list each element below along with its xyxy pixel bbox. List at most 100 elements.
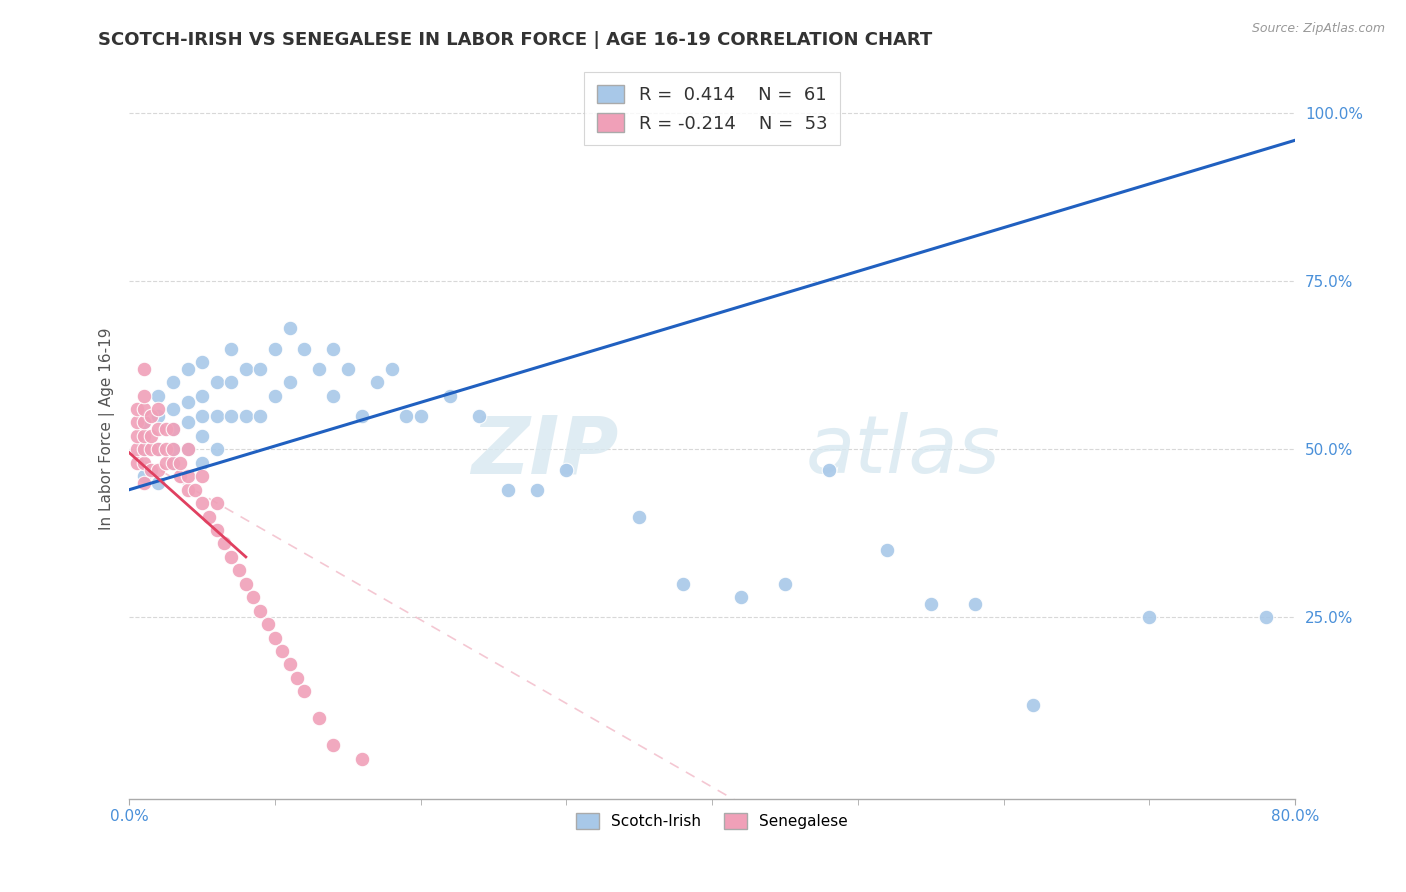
Point [139,409,162,423]
Point [132,456,155,470]
Point [132,416,155,430]
Point [162,402,184,417]
Point [235,409,257,423]
Point [132,361,155,376]
Point [285,671,308,685]
Point [249,361,271,376]
Y-axis label: In Labor Force | Age 16-19: In Labor Force | Age 16-19 [100,328,115,531]
Point [271,644,294,658]
Point [176,442,198,457]
Point [191,355,214,369]
Point [125,402,148,417]
Text: atlas: atlas [806,412,1000,491]
Point [132,429,155,443]
Point [162,422,184,436]
Point [235,361,257,376]
Point [264,342,287,356]
Point [242,591,264,605]
Point [176,469,198,483]
Point [264,389,287,403]
Point [148,389,170,403]
Point [169,469,191,483]
Point [155,442,177,457]
Point [1254,610,1277,624]
Point [205,523,228,537]
Point [219,549,242,564]
Point [176,361,198,376]
Point [148,442,170,457]
Point [205,409,228,423]
Point [191,496,214,510]
Point [139,429,162,443]
Point [876,543,898,558]
Point [162,422,184,436]
Point [1139,610,1161,624]
Point [125,456,148,470]
Point [162,456,184,470]
Point [155,422,177,436]
Point [817,462,839,476]
Point [191,389,214,403]
Legend: Scotch-Irish, Senegalese: Scotch-Irish, Senegalese [569,807,855,836]
Point [162,456,184,470]
Point [322,389,344,403]
Point [672,576,695,591]
Point [176,483,198,497]
Point [155,456,177,470]
Point [322,342,344,356]
Text: ZIP: ZIP [471,412,619,491]
Point [352,751,374,765]
Point [198,509,221,524]
Point [169,456,191,470]
Point [132,475,155,490]
Point [162,442,184,457]
Point [148,442,170,457]
Point [292,342,315,356]
Point [468,409,491,423]
Text: Source: ZipAtlas.com: Source: ZipAtlas.com [1251,22,1385,36]
Point [205,375,228,389]
Point [162,375,184,389]
Point [409,409,432,423]
Point [148,462,170,476]
Point [219,342,242,356]
Point [773,576,796,591]
Point [191,469,214,483]
Point [292,684,315,698]
Point [278,321,301,335]
Point [308,711,330,725]
Point [920,597,942,611]
Point [125,442,148,457]
Point [235,576,257,591]
Point [205,442,228,457]
Point [278,375,301,389]
Point [395,409,418,423]
Text: SCOTCH-IRISH VS SENEGALESE IN LABOR FORCE | AGE 16-19 CORRELATION CHART: SCOTCH-IRISH VS SENEGALESE IN LABOR FORC… [98,31,932,49]
Point [352,409,374,423]
Point [322,738,344,752]
Point [139,462,162,476]
Point [249,604,271,618]
Point [381,361,404,376]
Point [162,442,184,457]
Point [125,416,148,430]
Point [228,563,250,577]
Point [132,442,155,457]
Point [148,422,170,436]
Point [336,361,359,376]
Point [184,483,207,497]
Point [191,409,214,423]
Point [191,429,214,443]
Point [176,442,198,457]
Point [148,402,170,417]
Point [963,597,986,611]
Point [308,361,330,376]
Point [219,375,242,389]
Point [191,456,214,470]
Point [176,395,198,409]
Point [264,631,287,645]
Point [1022,698,1045,712]
Point [132,469,155,483]
Point [278,657,301,672]
Point [212,536,235,550]
